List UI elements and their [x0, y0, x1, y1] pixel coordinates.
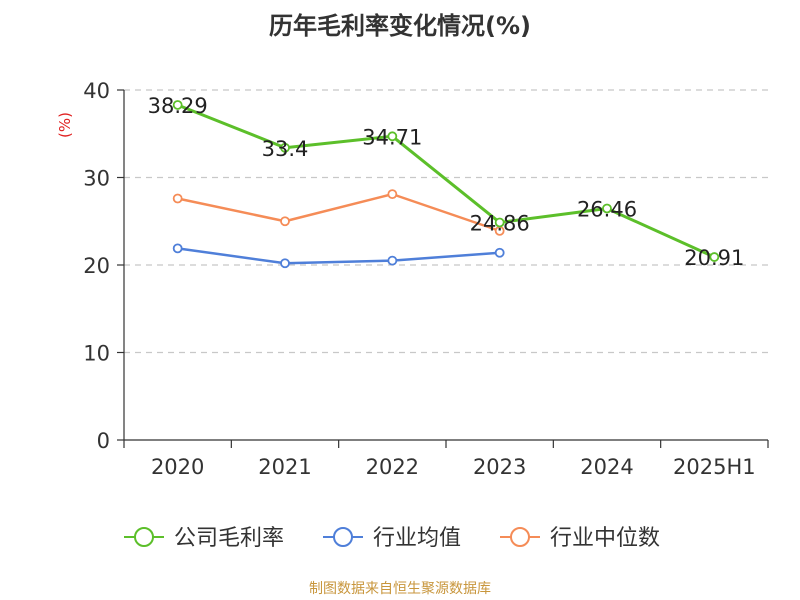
legend-label: 行业均值: [373, 526, 461, 551]
data-point-0: [709, 252, 720, 262]
x-tick-label: 2021: [258, 455, 311, 479]
data-label: 33.4: [262, 137, 309, 161]
data-point-0: [494, 217, 505, 228]
data-point-1: [387, 255, 398, 266]
data-point-2: [387, 189, 398, 200]
data-point-1: [280, 258, 290, 269]
series-line-1: [177, 247, 500, 265]
data-point-0: [387, 131, 398, 142]
chart-title: 历年毛利率变化情况(%): [269, 12, 531, 40]
legend-marker: [510, 527, 530, 547]
series-line-2: [177, 192, 501, 233]
source-note: 制图数据来自恒生聚源数据库: [309, 581, 491, 597]
x-tick-label: 2020: [151, 455, 204, 479]
x-tick-label: 2024: [580, 455, 633, 479]
x-tick-label: 2023: [473, 455, 526, 479]
y-axis-label: (%): [56, 112, 74, 138]
data-point-1: [494, 247, 505, 258]
data-point-0: [172, 100, 183, 110]
y-tick-label: 20: [83, 254, 110, 278]
data-label: 38.29: [148, 94, 208, 118]
data-label: 20.91: [684, 246, 744, 270]
data-point-0: [602, 203, 612, 214]
data-point-0: [280, 142, 290, 153]
data-point-1: [172, 243, 183, 254]
data-label: 24.86: [470, 211, 530, 235]
x-tick-label: 2022: [366, 455, 419, 479]
series-line-0: [177, 103, 715, 259]
data-label: 26.46: [577, 197, 637, 221]
legend-marker: [333, 527, 353, 547]
x-tick-label: 2025H1: [673, 455, 756, 479]
legend-marker: [134, 527, 154, 547]
legend-label: 公司毛利率: [174, 526, 284, 551]
data-label: 34.71: [362, 125, 422, 149]
legend-label: 行业中位数: [550, 526, 660, 551]
y-tick-label: 30: [83, 167, 110, 191]
data-point-2: [280, 216, 290, 227]
y-tick-label: 0: [97, 429, 110, 453]
y-tick-label: 40: [83, 79, 110, 103]
y-tick-label: 10: [83, 342, 110, 366]
data-point-2: [172, 193, 183, 204]
